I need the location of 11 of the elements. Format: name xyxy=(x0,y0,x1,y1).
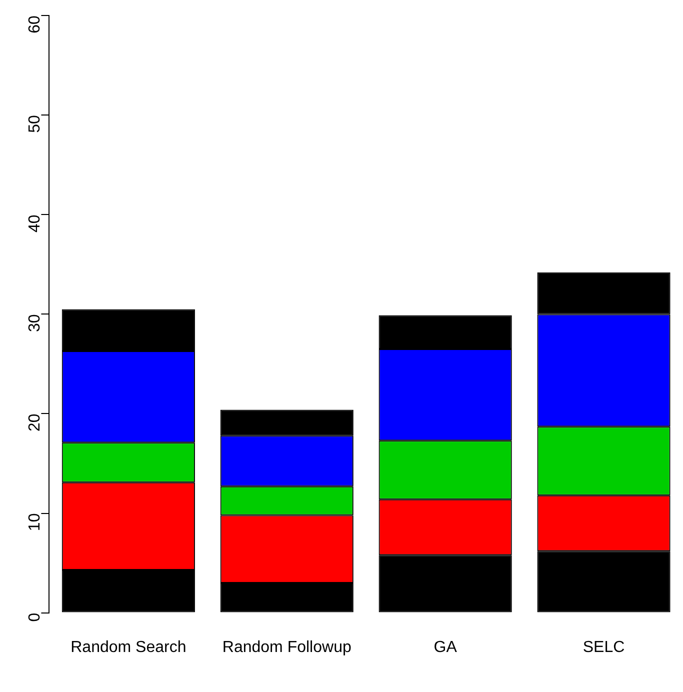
x-tick-label: GA xyxy=(434,638,458,656)
x-tick-label: SELC xyxy=(582,638,625,656)
y-tick-label: 0 xyxy=(26,612,44,622)
y-tick-label: 20 xyxy=(26,414,44,432)
y-tick-label: 50 xyxy=(26,115,44,133)
y-tick-label: 30 xyxy=(26,314,44,332)
x-tick-label: Random Followup xyxy=(222,638,352,656)
y-tick-label: 60 xyxy=(26,16,44,34)
y-tick-label: 10 xyxy=(26,513,44,532)
y-tick-label: 40 xyxy=(26,214,44,232)
x-tick-label: Random Search xyxy=(70,638,186,656)
